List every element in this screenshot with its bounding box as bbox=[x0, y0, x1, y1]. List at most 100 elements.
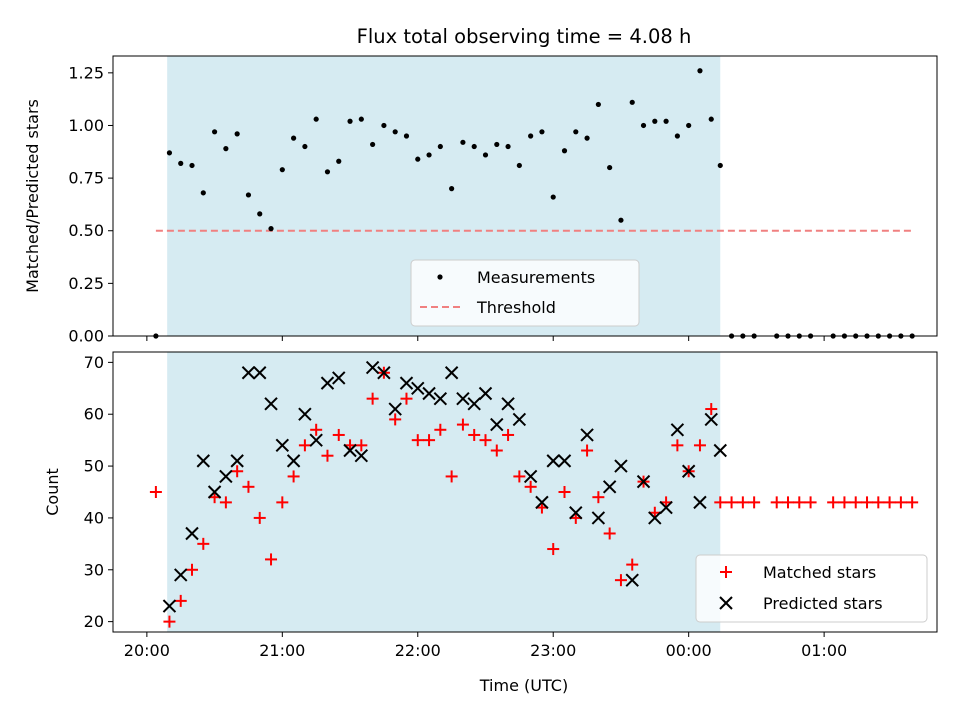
matched-star-point bbox=[705, 403, 718, 416]
matched-star-point bbox=[186, 563, 199, 576]
matched-star-point bbox=[276, 496, 289, 509]
x-tick-label: 20:00 bbox=[124, 641, 170, 660]
matched-star-point bbox=[883, 496, 896, 509]
measurement-point bbox=[516, 162, 522, 169]
predicted-star-point bbox=[399, 376, 414, 390]
measurement-point bbox=[674, 133, 680, 139]
measurement-point bbox=[166, 150, 173, 156]
predicted-star-point bbox=[219, 469, 233, 484]
matched-star-point bbox=[614, 574, 627, 587]
predicted-star-point bbox=[174, 568, 188, 582]
measurement-point bbox=[482, 152, 489, 158]
top-x-ticks bbox=[146, 336, 825, 341]
matched-star-point bbox=[242, 480, 255, 493]
matched-star-point bbox=[310, 423, 323, 436]
matched-star-point bbox=[524, 480, 537, 493]
measurement-point bbox=[234, 131, 240, 137]
matched-star-point bbox=[355, 439, 368, 452]
predicted-star-point bbox=[286, 454, 301, 468]
matched-star-point bbox=[872, 496, 885, 509]
predicted-star-point bbox=[388, 402, 402, 416]
bottom-legend: Matched stars Predicted stars bbox=[695, 554, 928, 623]
matched-star-point bbox=[782, 496, 795, 509]
measurement-point bbox=[629, 99, 635, 105]
matched-star-point bbox=[197, 537, 210, 550]
measurement-point bbox=[686, 122, 692, 129]
predicted-star-point bbox=[264, 397, 278, 411]
measurement-point bbox=[550, 194, 556, 200]
matched-star-point bbox=[725, 496, 738, 509]
matched-star-point bbox=[502, 428, 515, 441]
predicted-star-point bbox=[602, 480, 617, 494]
x-tick-label: 00:00 bbox=[666, 641, 712, 660]
measurement-point bbox=[471, 143, 477, 150]
top-y-ticks: 0.00 0.25 0.50 0.75 1.00 1.25 bbox=[68, 63, 113, 346]
matched-star-point bbox=[849, 496, 862, 509]
matched-star-point bbox=[894, 496, 907, 509]
predicted-star-point bbox=[411, 381, 425, 396]
top-y-axis-label: Matched/Predicted stars bbox=[23, 99, 42, 293]
matched-star-point bbox=[827, 496, 840, 509]
x-tick-label: 23:00 bbox=[530, 641, 576, 660]
predicted-star-point bbox=[207, 485, 222, 499]
predicted-star-point bbox=[580, 428, 594, 442]
y-tick-label: 0.00 bbox=[68, 327, 104, 346]
predicted-star-point bbox=[343, 443, 357, 458]
matched-star-point bbox=[321, 449, 334, 462]
bottom-points-layer bbox=[149, 360, 919, 628]
matched-star-point bbox=[265, 553, 278, 566]
measurement-point bbox=[178, 160, 184, 166]
measurement-point bbox=[358, 116, 364, 122]
legend-threshold-label: Threshold bbox=[476, 298, 556, 317]
legend-matched-label: Matched stars bbox=[763, 563, 876, 582]
measurement-point bbox=[370, 141, 376, 148]
y-tick-label: 50 bbox=[84, 457, 104, 476]
y-tick-label: 1.25 bbox=[68, 63, 104, 82]
measurement-point bbox=[595, 101, 601, 108]
matched-star-point bbox=[479, 434, 492, 447]
predicted-star-point bbox=[659, 500, 673, 515]
predicted-star-point bbox=[614, 459, 628, 473]
measurement-point bbox=[324, 169, 331, 175]
measurement-point bbox=[347, 118, 353, 124]
top-legend-box bbox=[410, 259, 640, 327]
top-panel: 0.00 0.25 0.50 0.75 1.00 1.25 Matched/Predict… bbox=[23, 55, 938, 346]
measurement-point bbox=[426, 152, 432, 158]
matched-star-point bbox=[400, 392, 413, 405]
measurement-point bbox=[313, 116, 319, 122]
predicted-star-point bbox=[309, 433, 323, 447]
measurement-point bbox=[663, 118, 669, 124]
measurement-point bbox=[697, 68, 703, 74]
bottom-axes-frame bbox=[112, 351, 938, 633]
matched-star-point bbox=[366, 392, 379, 405]
measurement-point bbox=[618, 217, 624, 223]
predicted-star-point bbox=[377, 366, 391, 380]
legend-measurements-marker bbox=[437, 274, 443, 280]
x-tick-label: 01:00 bbox=[801, 641, 847, 660]
predicted-star-point bbox=[433, 391, 448, 406]
top-axes-frame bbox=[112, 55, 938, 337]
predicted-star-point bbox=[713, 443, 727, 458]
y-tick-label: 0.75 bbox=[68, 169, 104, 188]
predicted-star-point bbox=[670, 423, 685, 437]
predicted-star-point bbox=[501, 397, 515, 411]
x-tick-label: 22:00 bbox=[395, 641, 441, 660]
matched-star-point bbox=[736, 496, 749, 509]
matched-star-point bbox=[163, 615, 176, 628]
measurement-point bbox=[449, 186, 455, 192]
legend-predicted-label: Predicted stars bbox=[763, 594, 883, 613]
bottom-x-ticks: 20:00 21:00 22:00 23:00 00:00 01:00 bbox=[124, 632, 847, 660]
predicted-star-point bbox=[467, 397, 481, 411]
predicted-star-point bbox=[546, 454, 560, 468]
predicted-star-point bbox=[444, 366, 459, 380]
matched-star-point bbox=[558, 486, 571, 498]
predicted-star-point bbox=[569, 506, 583, 520]
matched-star-point bbox=[434, 423, 447, 436]
matched-star-point bbox=[445, 470, 458, 483]
matched-star-point bbox=[231, 465, 244, 478]
predicted-star-point bbox=[162, 599, 177, 613]
y-tick-label: 30 bbox=[84, 560, 104, 579]
measurement-point bbox=[652, 118, 658, 124]
matched-star-point bbox=[547, 543, 560, 556]
